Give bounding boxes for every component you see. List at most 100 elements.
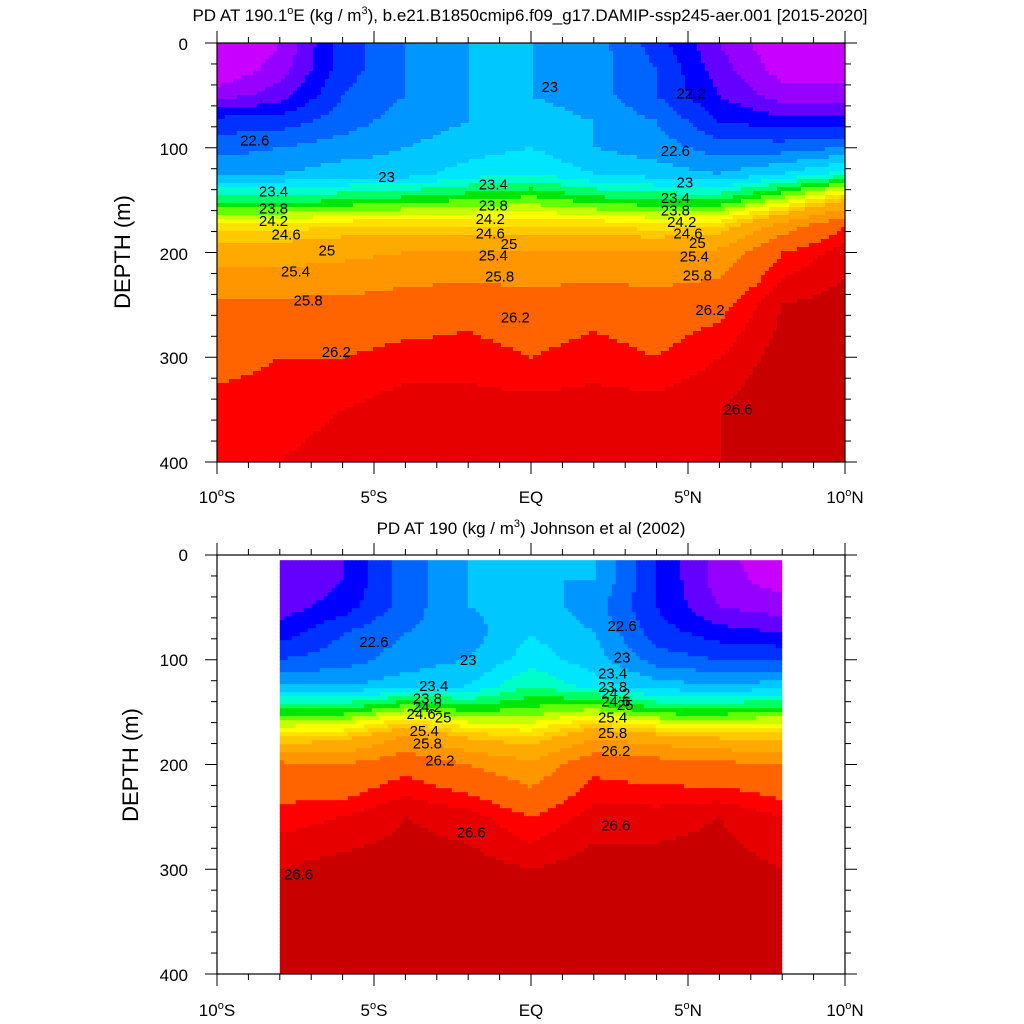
contour-cell — [761, 143, 766, 148]
contour-cell — [605, 131, 610, 136]
contour-cell — [273, 107, 278, 112]
contour-cell — [329, 47, 334, 52]
contour-cell — [465, 79, 470, 84]
contour-cell — [733, 135, 738, 140]
contour-cell — [265, 95, 270, 100]
contour-cell — [333, 107, 338, 112]
contour-cell — [585, 163, 590, 168]
contour-cell — [261, 47, 266, 52]
contour-cell — [705, 139, 710, 144]
contour-cell — [681, 123, 686, 128]
contour-cell — [441, 143, 446, 148]
contour-cell — [789, 119, 794, 124]
contour-cell — [565, 47, 570, 52]
contour-cell — [229, 79, 234, 84]
contour-cell — [301, 143, 306, 148]
contour-cell — [757, 51, 762, 56]
contour-cell — [593, 107, 598, 112]
contour-cell — [513, 83, 518, 88]
contour-cell — [469, 167, 474, 172]
contour-cell — [585, 91, 590, 96]
contour-cell — [513, 111, 518, 116]
contour-cell — [509, 51, 514, 56]
contour-cell — [721, 167, 726, 172]
contour-cell — [809, 163, 814, 168]
contour-cell — [741, 155, 746, 160]
contour-cell — [661, 135, 666, 140]
contour-cell — [489, 51, 494, 56]
contour-cell — [353, 135, 358, 140]
contour-cell — [837, 83, 842, 88]
contour-cell — [513, 91, 518, 96]
contour-cell — [837, 123, 842, 128]
contour-cell — [725, 167, 730, 172]
contour-cell — [561, 103, 566, 108]
contour-cell — [761, 111, 766, 116]
contour-cell — [833, 83, 838, 88]
contour-cell — [741, 99, 746, 104]
contour-cell — [833, 163, 838, 168]
contour-cell — [493, 167, 498, 172]
contour-cell — [557, 167, 562, 172]
contour-cell — [737, 159, 742, 164]
contour-cell — [829, 79, 834, 84]
contour-cell — [645, 95, 650, 100]
contour-cell — [649, 123, 654, 128]
contour-cell — [221, 43, 226, 48]
contour-cell — [289, 83, 294, 88]
contour-cell — [709, 83, 714, 88]
contour-cell — [645, 79, 650, 84]
contour-cell — [429, 131, 434, 136]
contour-cell — [797, 87, 802, 92]
contour-cell — [537, 71, 542, 76]
contour-cell — [465, 107, 470, 112]
contour-cell — [221, 111, 226, 116]
contour-cell — [693, 59, 698, 64]
contour-cell — [569, 111, 574, 116]
contour-cell — [617, 131, 622, 136]
contour-cell — [541, 151, 546, 156]
contour-cell — [797, 99, 802, 104]
contour-cell — [817, 51, 822, 56]
contour-cell — [653, 123, 658, 128]
contour-cell — [441, 79, 446, 84]
contour-cell — [825, 111, 830, 116]
contour-cell — [569, 95, 574, 100]
contour-cell — [757, 83, 762, 88]
contour-cell — [741, 131, 746, 136]
contour-cell — [225, 119, 230, 124]
contour-cell — [337, 159, 342, 164]
contour-cell — [773, 71, 778, 76]
contour-cell — [381, 83, 386, 88]
contour-cell — [305, 63, 310, 68]
contour-cell — [785, 83, 790, 88]
contour-cell — [261, 63, 266, 68]
contour-cell — [597, 107, 602, 112]
contour-cell — [661, 75, 666, 80]
contour-cell — [517, 51, 522, 56]
contour-cell — [333, 43, 338, 48]
contour-cell — [625, 159, 630, 164]
contour-cell — [553, 155, 558, 160]
contour-cell — [781, 99, 786, 104]
contour-cell — [685, 47, 690, 52]
contour-cell — [701, 71, 706, 76]
contour-cell — [689, 135, 694, 140]
contour-cell — [789, 111, 794, 116]
contour-cell — [629, 167, 634, 172]
contour-cell — [289, 123, 294, 128]
contour-cell — [585, 103, 590, 108]
contour-cell — [809, 103, 814, 108]
contour-cell — [585, 135, 590, 140]
contour-cell — [561, 47, 566, 52]
contour-cell — [457, 155, 462, 160]
contour-cell — [617, 99, 622, 104]
contour-cell — [417, 111, 422, 116]
contour-cell — [617, 43, 622, 48]
contour-cell — [285, 67, 290, 72]
contour-cell — [521, 119, 526, 124]
contour-cell — [413, 59, 418, 64]
contour-cell — [549, 115, 554, 120]
contour-cell — [237, 67, 242, 72]
contour-cell — [229, 123, 234, 128]
